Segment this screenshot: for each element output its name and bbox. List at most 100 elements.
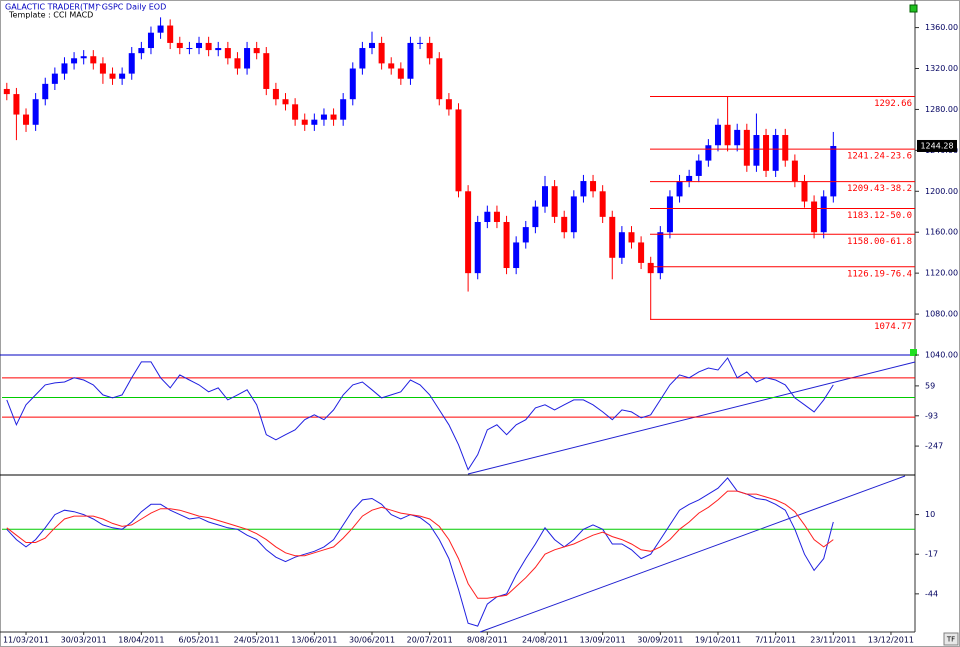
candle-body bbox=[714, 124, 721, 146]
candle-body bbox=[272, 88, 279, 100]
candle-body bbox=[724, 124, 731, 146]
candle-body bbox=[253, 48, 260, 54]
candle-body bbox=[474, 221, 481, 274]
candle-body bbox=[320, 114, 327, 120]
candle-body bbox=[743, 129, 750, 166]
candle-body bbox=[666, 196, 673, 233]
candle-body bbox=[695, 160, 702, 176]
x-tick-label: 13/09/2011 bbox=[580, 636, 626, 645]
y-tick-label: -93 bbox=[925, 411, 938, 420]
fib-label: 1241.24-23.6 bbox=[847, 152, 912, 162]
candle-body bbox=[119, 73, 126, 79]
y-tick-label: -44 bbox=[925, 589, 938, 598]
tf-label: TF bbox=[946, 636, 955, 644]
fib-label: 1183.12-50.0 bbox=[847, 211, 912, 221]
last-price-box bbox=[917, 139, 957, 152]
x-tick-label: 30/03/2011 bbox=[61, 636, 107, 645]
candle-body bbox=[330, 114, 337, 120]
candle-body bbox=[830, 145, 837, 197]
x-tick-label: 20/07/2011 bbox=[407, 636, 453, 645]
candle-body bbox=[426, 42, 433, 59]
candle-body bbox=[51, 73, 58, 84]
y-tick-label: 1120.00 bbox=[925, 269, 958, 278]
fib-label: 1126.19-76.4 bbox=[847, 269, 912, 279]
candle-body bbox=[561, 216, 568, 233]
series-line bbox=[6, 477, 834, 627]
y-tick-label: 1080.00 bbox=[925, 310, 958, 319]
candle-body bbox=[734, 129, 741, 146]
candle-body bbox=[618, 232, 625, 258]
candle-body bbox=[465, 191, 472, 274]
app-title: GALACTIC TRADER(TM) bbox=[5, 3, 98, 12]
candle-body bbox=[71, 58, 78, 64]
candle-body bbox=[686, 175, 693, 182]
candle-body bbox=[311, 119, 318, 125]
plot-layer: 11/03/2011 30/03/2011 18/04/2011 6/05/2011 2… bbox=[2, 17, 958, 645]
candle-body bbox=[378, 42, 385, 64]
candle-body bbox=[522, 227, 529, 243]
candle-body bbox=[3, 88, 10, 95]
x-tick-label: 13/06/2011 bbox=[291, 636, 337, 645]
candle-body bbox=[109, 73, 116, 79]
candle-body bbox=[244, 48, 251, 69]
candle-body bbox=[349, 68, 356, 100]
candle-body bbox=[801, 181, 808, 202]
candle-body bbox=[791, 160, 798, 182]
candle-body bbox=[167, 25, 174, 43]
candle-body bbox=[301, 119, 308, 125]
candle-body bbox=[369, 42, 376, 49]
candle-body bbox=[205, 42, 212, 51]
x-tick-label: 19/10/2011 bbox=[695, 636, 741, 645]
candle-body bbox=[340, 99, 347, 120]
x-tick-label: 7/11/2011 bbox=[755, 636, 796, 645]
y-tick-label: 10 bbox=[925, 510, 935, 519]
candle-body bbox=[176, 42, 183, 49]
x-tick-label: 18/04/2011 bbox=[118, 636, 164, 645]
y-tick-label: 1320.00 bbox=[925, 64, 958, 73]
fib-label: 1074.77 bbox=[874, 322, 912, 332]
candle-body bbox=[551, 186, 558, 217]
candle-body bbox=[359, 48, 366, 69]
series-line bbox=[6, 490, 834, 599]
candle-body bbox=[628, 232, 635, 243]
panel-icon[interactable] bbox=[910, 349, 917, 356]
candle-body bbox=[436, 58, 443, 100]
candle-body bbox=[455, 109, 462, 192]
x-tick-label: 11/03/2011 bbox=[3, 636, 49, 645]
x-tick-label: 24/08/2011 bbox=[522, 636, 568, 645]
candle-body bbox=[541, 186, 548, 207]
x-tick-label: 8/08/2011 bbox=[467, 636, 508, 645]
candle-body bbox=[445, 99, 452, 110]
candle-body bbox=[23, 114, 30, 125]
x-tick-label: 30/09/2011 bbox=[637, 636, 683, 645]
candle-body bbox=[61, 63, 68, 74]
candle-body bbox=[90, 56, 97, 64]
candle-body bbox=[580, 181, 587, 197]
candle-body bbox=[532, 206, 539, 228]
panel-icon[interactable] bbox=[909, 4, 918, 13]
candle-body bbox=[147, 32, 154, 49]
candle-body bbox=[503, 221, 510, 269]
tf-button[interactable] bbox=[943, 632, 959, 646]
candle-body bbox=[657, 232, 664, 274]
candle-body bbox=[772, 135, 779, 171]
y-tick-label: -247 bbox=[925, 442, 943, 451]
candle-body bbox=[820, 196, 827, 233]
candle-body bbox=[753, 135, 760, 166]
candle-body bbox=[282, 99, 289, 105]
symbol-label: ^GSPC Daily EOD bbox=[95, 3, 166, 12]
candle-body bbox=[80, 56, 87, 59]
template-label: Template : CCI MACD bbox=[8, 11, 93, 20]
fib-label: 1292.66 bbox=[874, 99, 912, 109]
candle-body bbox=[484, 211, 491, 222]
candle-body bbox=[763, 135, 770, 171]
y-tick-label: 1360.00 bbox=[925, 23, 958, 32]
y-tick-label: -17 bbox=[925, 550, 938, 559]
y-tick-label: 1160.00 bbox=[925, 228, 958, 237]
candle-body bbox=[388, 63, 395, 69]
y-tick-label: 1280.00 bbox=[925, 105, 958, 114]
y-tick-label: 1040.00 bbox=[925, 351, 958, 360]
candle-body bbox=[186, 48, 193, 50]
